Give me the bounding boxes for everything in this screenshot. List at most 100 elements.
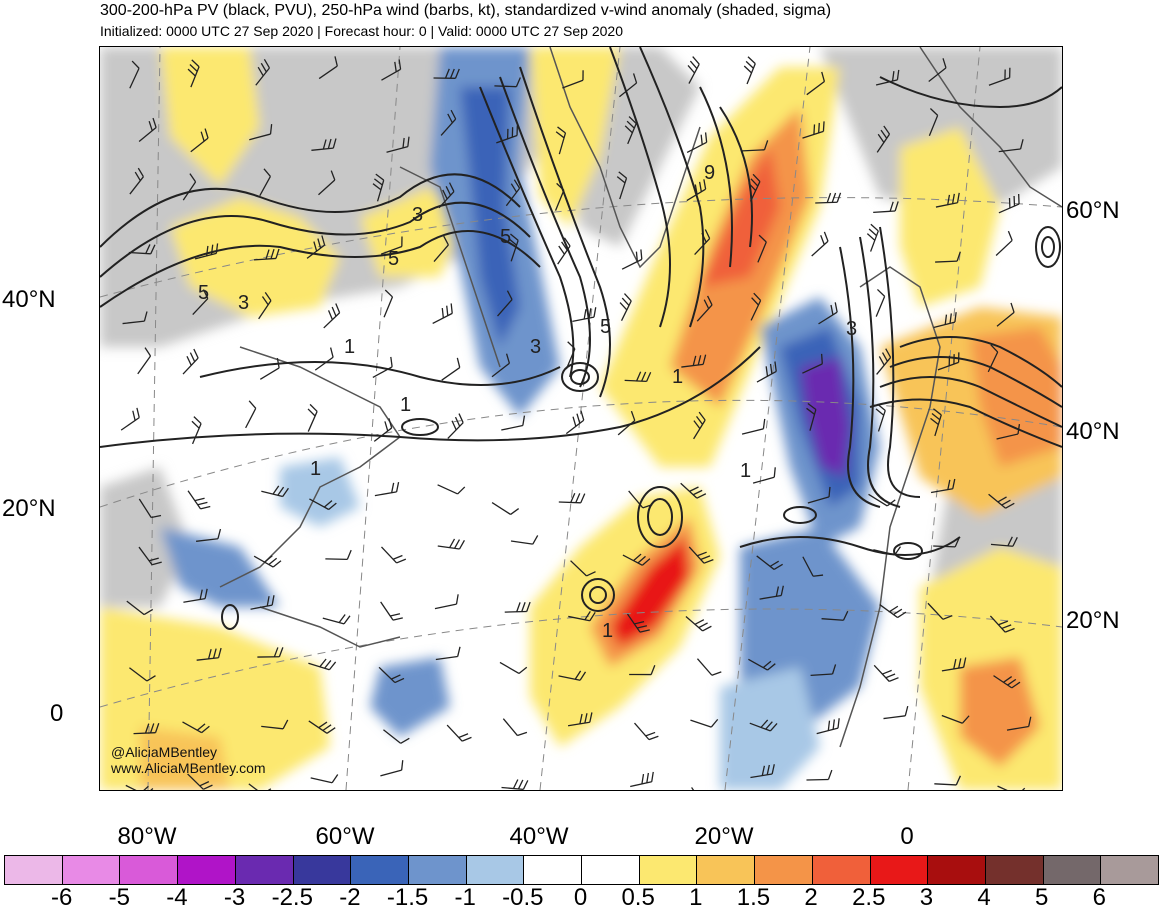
- wind-barb: [626, 613, 650, 633]
- wind-barb: [989, 615, 1015, 633]
- lat-label-left: 40°N: [2, 286, 56, 313]
- wind-barb: [250, 595, 275, 610]
- wind-barb: [743, 56, 756, 85]
- wind-barb: [435, 646, 461, 661]
- wind-barb: [876, 348, 892, 375]
- wind-barb: [686, 179, 707, 202]
- wind-barb: [562, 70, 584, 89]
- wind-barb: [381, 546, 407, 564]
- wind-barb: [380, 760, 404, 777]
- colorbar-tick-label: -3: [223, 884, 246, 911]
- wind-barb: [941, 714, 970, 724]
- contour-labels: 5 3 5 3 1 5 3 5 9 1 3 1 1 1 1: [198, 162, 857, 642]
- wind-barb: [433, 235, 449, 262]
- colorbar: [4, 855, 1159, 885]
- wind-barb: [310, 774, 339, 784]
- wind-barb: [624, 371, 652, 383]
- wind-barb: [691, 787, 695, 790]
- colorbar-tick-label: -1.5: [386, 884, 429, 911]
- wind-barb: [930, 408, 942, 437]
- wind-barb: [446, 724, 472, 742]
- wind-barb: [696, 295, 713, 322]
- wind-barb: [696, 658, 722, 676]
- wind-barb: [306, 235, 326, 259]
- wind-barb: [257, 647, 284, 658]
- colorbar-swatch: [120, 856, 179, 884]
- wind-barb: [990, 536, 1018, 547]
- contour-label: 1: [310, 458, 321, 480]
- lon-label: 60°W: [315, 823, 375, 850]
- colorbar-swatch: [582, 856, 640, 884]
- credit-url: www.AliciaMBentley.com: [110, 760, 266, 776]
- wind-barb: [875, 288, 886, 317]
- wind-barb: [866, 223, 879, 252]
- wind-barb: [504, 601, 531, 613]
- wind-barb: [378, 666, 405, 684]
- wind-barb: [930, 478, 956, 494]
- wind-barb: [995, 230, 1013, 256]
- colorbar-tick-label: 0: [573, 884, 588, 911]
- wind-barb: [811, 231, 829, 257]
- wind-barb: [120, 407, 140, 431]
- wind-barbs: [120, 56, 1032, 790]
- wind-barb: [248, 783, 272, 790]
- wind-barb: [510, 535, 539, 545]
- wind-barb: [133, 723, 160, 735]
- wind-barb: [491, 353, 511, 378]
- wind-barb: [308, 658, 337, 671]
- wind-barb: [750, 764, 775, 779]
- contour-label: 3: [238, 292, 249, 314]
- wind-barb: [434, 594, 459, 610]
- wind-barb: [988, 67, 1011, 86]
- colorbar-swatch: [985, 856, 1044, 884]
- colorbar-tick-label: -2: [339, 884, 361, 911]
- map-subtitle: Initialized: 0000 UTC 27 Sep 2020 | Fore…: [100, 23, 623, 39]
- credit-handle: @AliciaMBentley: [111, 744, 217, 760]
- wind-barb: [818, 302, 838, 325]
- contour-label: 1: [740, 460, 751, 482]
- wind-barb: [875, 403, 886, 432]
- contour-label: 9: [704, 162, 715, 184]
- contour-label: 5: [500, 226, 511, 248]
- wind-barb: [621, 249, 643, 270]
- wind-barb: [383, 729, 410, 744]
- wind-barb: [138, 498, 162, 519]
- wind-barb: [694, 229, 711, 256]
- wind-barb: [438, 182, 455, 209]
- wind-barb: [742, 140, 769, 152]
- wind-barb: [868, 493, 896, 507]
- wind-barb: [748, 658, 776, 671]
- colorbar-swatch: [5, 856, 63, 884]
- wind-barb: [568, 610, 596, 622]
- pv-contours: [100, 47, 1062, 630]
- wind-barb: [756, 361, 777, 383]
- colorbar-swatch: [928, 856, 986, 884]
- wind-barb: [988, 493, 1015, 509]
- colorbar-tick-label: -6: [50, 884, 73, 911]
- wind-barb: [129, 667, 156, 682]
- wind-barb: [806, 769, 833, 781]
- wind-barb: [383, 289, 394, 318]
- wind-barb: [187, 59, 200, 88]
- wind-barb: [752, 467, 776, 484]
- colorbar-tick-label: -0.5: [502, 884, 544, 911]
- wind-barb: [433, 68, 460, 79]
- wind-barb: [374, 481, 400, 497]
- wind-barb: [629, 665, 656, 676]
- wind-barb: [685, 615, 712, 632]
- wind-barb: [122, 311, 148, 325]
- colorbar-swatch: [524, 856, 583, 884]
- wind-barb: [802, 556, 824, 577]
- colorbar-swatch: [351, 856, 409, 884]
- wind-barb: [261, 719, 289, 730]
- wind-barb: [810, 664, 837, 677]
- wind-barb: [311, 138, 337, 151]
- wind-barb: [873, 201, 899, 213]
- contour-label: 3: [530, 336, 541, 358]
- wind-barb: [245, 400, 257, 429]
- lat-label-right: 60°N: [1066, 197, 1120, 224]
- colorbar-tick-label: -5: [108, 884, 130, 911]
- colorbar-swatch: [639, 856, 698, 884]
- wind-barb: [996, 424, 1021, 440]
- wind-barb: [883, 705, 909, 720]
